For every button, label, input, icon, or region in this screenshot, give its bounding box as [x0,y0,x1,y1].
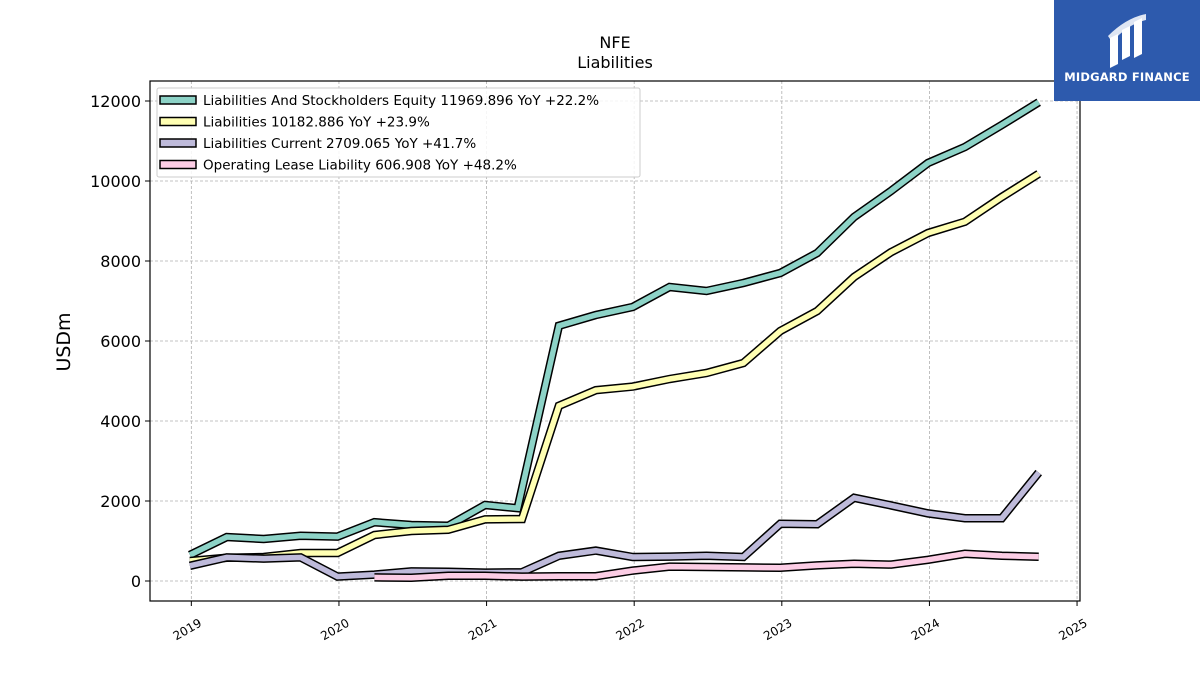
midgard-logo-icon [1108,14,1146,68]
legend-label: Liabilities And Stockholders Equity 1196… [203,93,599,109]
series-line [374,551,1039,581]
legend-label: Liabilities Current 2709.065 YoY +41.7% [203,136,476,152]
axes: 0 2000 4000 6000 8000 10000 12000 2019 2020 2021 2… [90,92,1090,643]
x-tick-label: 2019 [171,616,204,643]
y-tick-label: 12000 [90,92,141,111]
legend-label: Operating Lease Liability 606.908 YoY +4… [203,158,517,174]
series-line [189,470,1041,580]
brand-name: MIDGARD FINANCE [1064,70,1190,84]
series-lines [188,98,1043,583]
x-tick-label: 2021 [466,616,499,643]
y-tick-label: 0 [131,572,141,591]
legend-swatch [159,138,197,148]
y-tick-label: 2000 [100,492,141,511]
chart-title: NFE [599,33,630,52]
y-tick-label: 10000 [90,172,141,191]
legend-swatch [159,116,197,127]
y-axis-label: USDm [53,312,75,371]
x-tick-label: 2025 [1056,616,1089,643]
x-tick-label: 2023 [761,616,794,643]
chart-subtitle: Liabilities [577,53,653,72]
legend-box [156,87,641,178]
series-line [188,99,1041,558]
y-tick-label: 4000 [100,412,141,431]
x-tick-label: 2020 [318,616,351,643]
series-line-outline [189,170,1041,566]
y-tick-label: 6000 [100,332,141,351]
y-tick-label: 8000 [100,252,141,271]
legend-swatch [159,95,197,105]
x-tick-label: 2024 [909,616,942,643]
legend: Liabilities And Stockholders Equity 1196… [156,87,641,178]
legend-swatch [159,159,197,170]
x-tick-label: 2022 [613,616,646,643]
legend-label: Liabilities 10182.886 YoY +23.9% [203,115,430,131]
brand-logo: MIDGARD FINANCE [1054,0,1200,101]
series-line [189,171,1041,564]
